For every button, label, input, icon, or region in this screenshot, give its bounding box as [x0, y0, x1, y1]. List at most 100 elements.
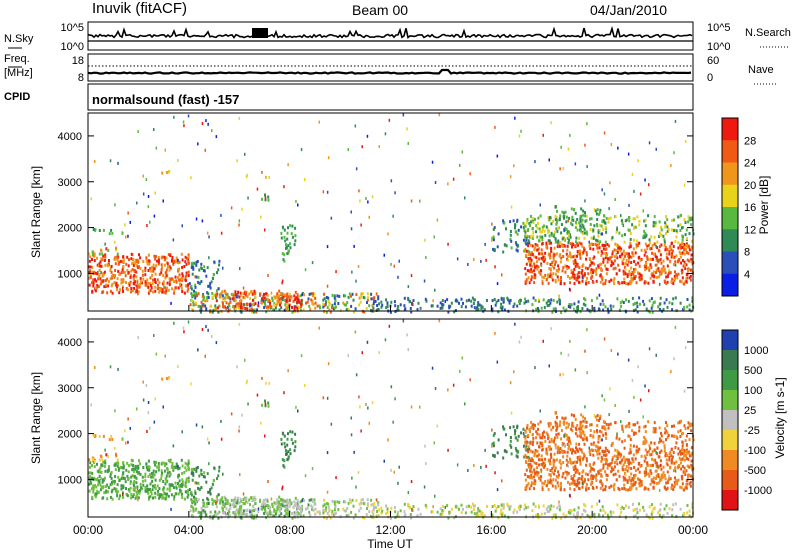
heatmap-cell — [626, 273, 629, 277]
heatmap-cell — [345, 303, 348, 307]
heatmap-cell — [674, 325, 677, 329]
heatmap-cell — [579, 219, 582, 223]
heatmap-cell — [185, 262, 188, 266]
heatmap-cell — [569, 242, 572, 246]
heatmap-cell — [217, 474, 220, 478]
heatmap-cell — [545, 245, 548, 249]
heatmap-cell — [632, 509, 635, 512]
heatmap-cell — [609, 462, 612, 466]
heatmap-cell — [242, 303, 245, 307]
heatmap-cell — [649, 247, 651, 251]
heatmap-cell — [253, 495, 256, 499]
heatmap-cell — [267, 274, 269, 277]
heatmap-cell — [178, 479, 181, 483]
heatmap-cell — [638, 461, 641, 465]
heatmap-cell — [567, 274, 569, 278]
heatmap-cell — [673, 424, 675, 428]
heatmap-cell — [161, 171, 164, 175]
heatmap-cell — [544, 480, 547, 483]
heatmap-cell — [476, 509, 479, 513]
heatmap-cell — [658, 220, 661, 224]
heatmap-cell — [687, 426, 690, 430]
heatmap-cell — [272, 514, 275, 518]
heatmap-cell — [195, 294, 198, 297]
heatmap-cell — [366, 292, 369, 296]
heatmap-cell — [92, 487, 95, 491]
colorbar-segment — [722, 229, 738, 252]
heatmap-cell — [526, 278, 529, 281]
heatmap-cell — [476, 306, 478, 310]
heatmap-cell — [576, 228, 579, 232]
heatmap-cell — [233, 498, 236, 502]
heatmap-cell — [689, 424, 692, 428]
heatmap-cell — [620, 510, 623, 514]
heatmap-cell — [639, 278, 642, 282]
heatmap-cell — [503, 221, 506, 225]
heatmap-cell — [568, 276, 571, 280]
heatmap-cell — [604, 450, 607, 454]
heatmap-cell — [158, 496, 161, 500]
heatmap-cell — [599, 280, 602, 284]
heatmap-cell — [628, 425, 631, 429]
heatmap-cell — [679, 461, 682, 465]
heatmap-cell — [268, 306, 270, 310]
heatmap-cell — [679, 450, 681, 454]
heatmap-cell — [448, 510, 451, 514]
heatmap-cell — [570, 271, 573, 275]
heatmap-cell — [584, 504, 587, 508]
heatmap-cell — [575, 446, 577, 450]
heatmap-cell — [102, 279, 105, 283]
heatmap-cell — [651, 304, 654, 308]
heatmap-cell — [652, 279, 655, 283]
heatmap-cell — [89, 255, 92, 259]
heatmap-cell — [589, 429, 592, 432]
heatmap-cell — [180, 286, 183, 290]
heatmap-cell — [547, 479, 550, 483]
heatmap-cell — [284, 499, 287, 503]
heatmap-cell — [550, 222, 553, 226]
heatmap-cell — [131, 262, 134, 266]
heatmap-cell — [668, 452, 671, 456]
heatmap-cell — [213, 513, 216, 517]
heatmap-cell — [107, 249, 110, 252]
heatmap-cell — [685, 280, 688, 283]
heatmap-cell — [233, 503, 236, 507]
heatmap-cell — [556, 506, 559, 510]
heatmap-cell — [560, 276, 562, 279]
heatmap-cell — [273, 302, 276, 306]
heatmap-cell — [673, 485, 676, 488]
heatmap-cell — [536, 441, 539, 445]
heatmap-cell — [494, 509, 497, 513]
heatmap-cell — [550, 121, 552, 125]
heatmap-cell — [681, 238, 684, 242]
heatmap-cell — [559, 487, 562, 491]
heatmap-cell — [499, 306, 502, 310]
heatmap-cell — [634, 302, 637, 305]
heatmap-cell — [285, 452, 287, 456]
heatmap-cell — [562, 512, 565, 516]
heatmap-cell — [184, 260, 187, 264]
heatmap-cell — [668, 507, 671, 511]
heatmap-cell — [562, 306, 565, 310]
heatmap-cell — [144, 486, 147, 490]
heatmap-cell — [390, 300, 393, 304]
heatmap-cell — [628, 245, 631, 249]
heatmap-cell — [558, 217, 561, 221]
heatmap-cell — [573, 208, 576, 212]
heatmap-cell — [636, 305, 639, 309]
heatmap-cell — [538, 257, 540, 261]
heatmap-cell — [416, 514, 419, 518]
heatmap-cell — [200, 506, 203, 510]
heatmap-cell — [181, 224, 183, 228]
heatmap-cell — [224, 497, 227, 501]
heatmap-cell — [223, 299, 226, 302]
heatmap-cell — [520, 431, 523, 435]
heatmap-cell — [548, 158, 550, 162]
heatmap-cell — [266, 298, 269, 302]
heatmap-cell — [155, 146, 158, 150]
ytick-label: 1000 — [58, 268, 82, 280]
heatmap-cell — [562, 455, 565, 459]
heatmap-cell — [662, 269, 665, 273]
